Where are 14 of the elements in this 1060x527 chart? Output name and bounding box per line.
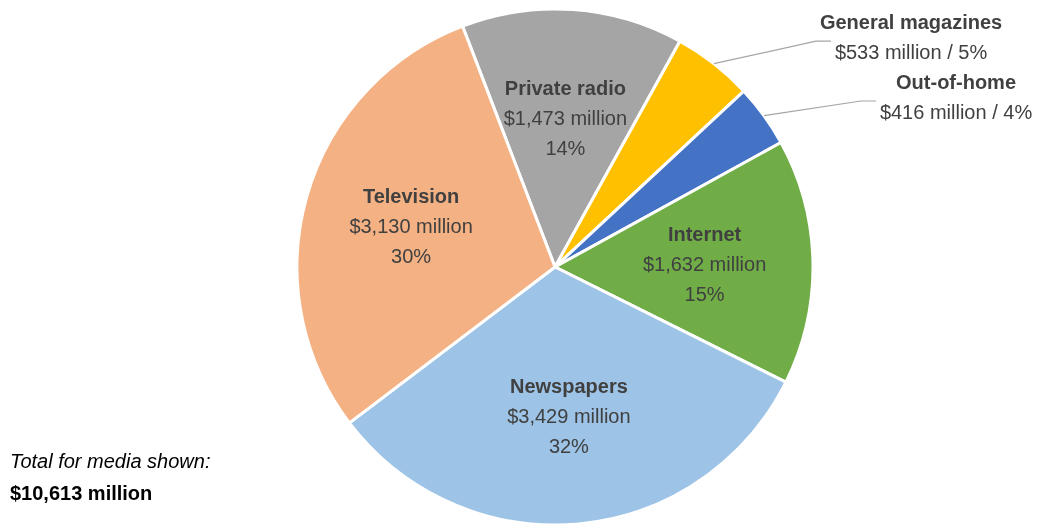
data-label: $533 million / 5% <box>834 41 988 64</box>
slice-label: Internet <box>667 222 742 245</box>
text: Total for media shown: <box>10 450 211 472</box>
slice-label: Television <box>362 184 460 207</box>
slice-label: General magazines <box>819 11 1003 34</box>
text: $10,613 million <box>10 482 153 504</box>
data-label: $3,429 million 32% <box>507 404 631 457</box>
slice-label: Newspapers <box>509 374 628 397</box>
data-label: $1,473 million 14% <box>503 106 628 159</box>
data-label: $1,632 million 15% <box>642 252 767 305</box>
slice-label: Private radio <box>504 76 626 99</box>
slice-label: Out-of-home <box>896 71 1017 94</box>
data-label: $3,130 million 30% <box>349 214 473 267</box>
data-label: $416 million / 4% <box>879 101 1033 124</box>
